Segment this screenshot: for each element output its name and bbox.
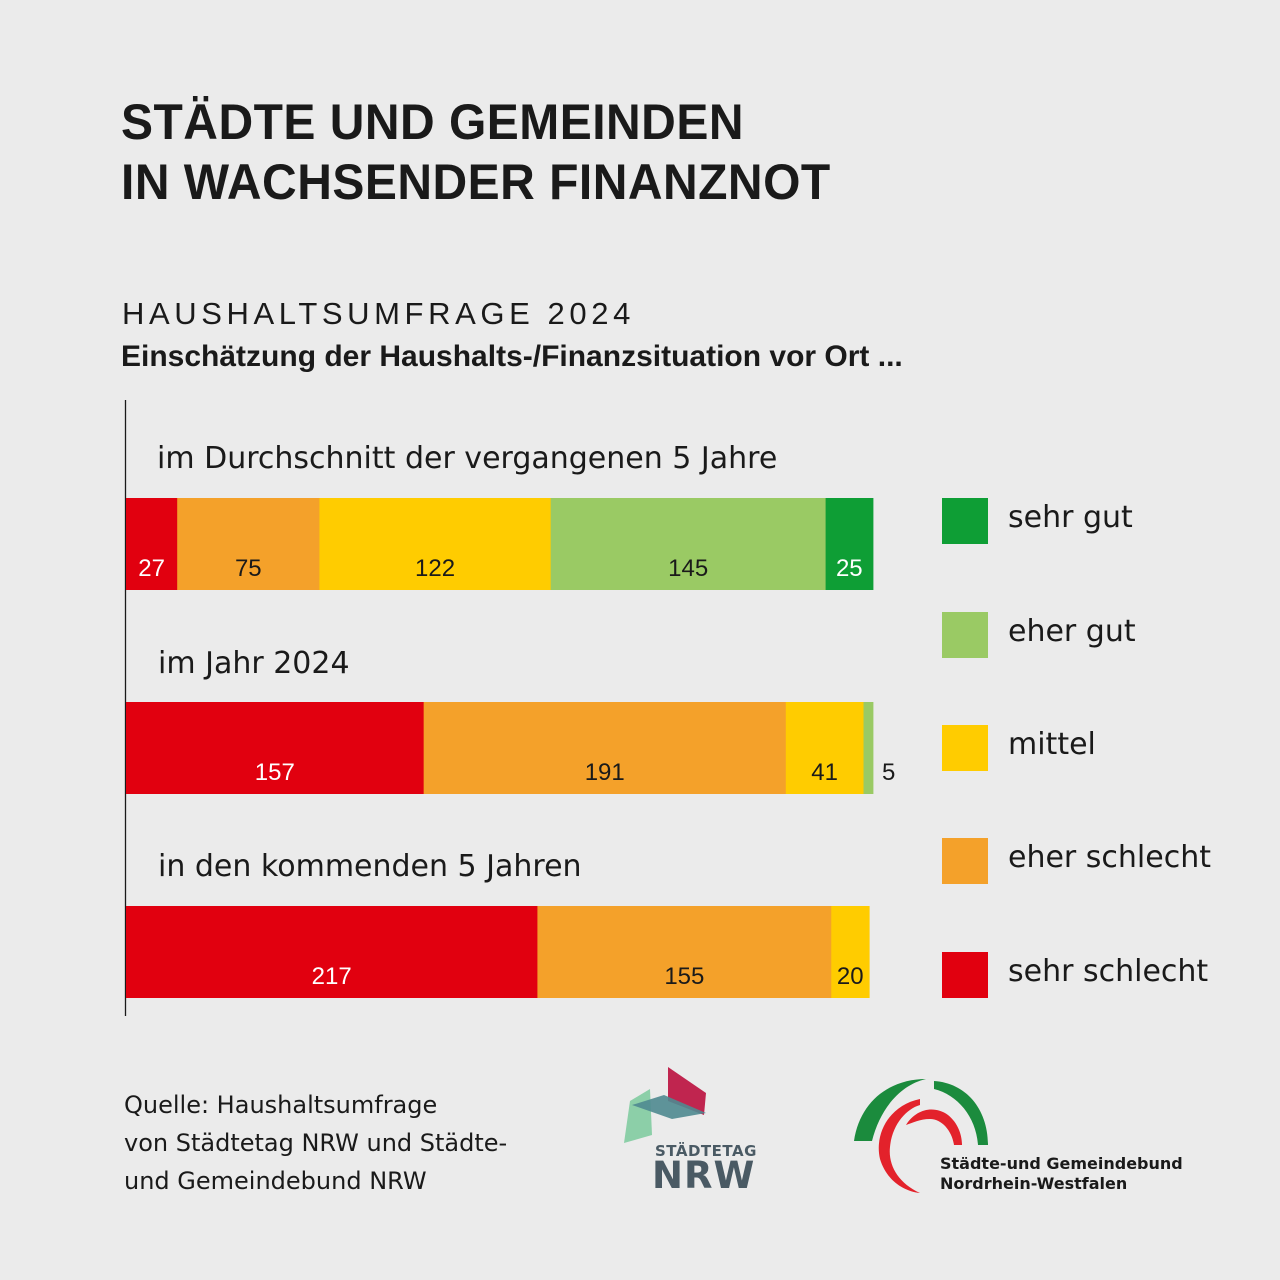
legend-swatch (942, 952, 988, 998)
bar-value-label: 157 (255, 759, 295, 786)
bar-segment-mittel (319, 498, 552, 590)
category-label: in den kommenden 5 Jahren (158, 849, 582, 884)
bar-segment-sehr-gut (825, 498, 874, 590)
bar-segment-eher-schlecht (423, 702, 787, 794)
source-note: Quelle: Haushaltsumfrage von Städtetag N… (124, 1086, 507, 1200)
legend-item-eher-gut: eher gut (942, 612, 1262, 658)
title-line-1: STÄDTE UND GEMEINDEN (121, 94, 744, 150)
bar-value-label: 27 (138, 555, 165, 582)
legend-item-sehr-schlecht: sehr schlecht (942, 952, 1262, 998)
bar-value-label: 217 (312, 963, 352, 990)
legend-label: sehr gut (1008, 500, 1133, 535)
legend-label: eher gut (1008, 614, 1136, 649)
bar-segment-mittel (785, 702, 864, 794)
bar-value-label: 20 (837, 963, 864, 990)
legend-label: eher schlecht (1008, 840, 1211, 875)
bar-segment-eher-gut (550, 498, 826, 590)
bar-segment-mittel (831, 906, 870, 998)
legend-item-sehr-gut: sehr gut (942, 498, 1262, 544)
survey-kicker: HAUSHALTSUMFRAGE 2024 (122, 296, 635, 331)
source-line: Quelle: Haushaltsumfrage (124, 1091, 438, 1119)
bar-value-label: 5 (882, 759, 895, 786)
legend-swatch (942, 725, 988, 771)
page-title: STÄDTE UND GEMEINDEN IN WACHSENDER FINAN… (121, 92, 831, 212)
bar-value-label: 122 (415, 555, 455, 582)
legend-item-eher-schlecht: eher schlecht (942, 838, 1262, 884)
bar-segment-eher-schlecht (537, 906, 832, 998)
bar-value-label: 191 (585, 759, 625, 786)
bar-segment-eher-gut (863, 702, 874, 794)
category-label: im Jahr 2024 (158, 646, 350, 681)
logo2-line: Städte-und Gemeindebund (940, 1154, 1183, 1173)
bar-value-label: 145 (668, 555, 708, 582)
bar-value-label: 155 (664, 963, 704, 990)
bar-segment-sehr-schlecht (126, 906, 538, 998)
category-label: im Durchschnitt der vergangenen 5 Jahre (157, 441, 778, 476)
bar-segment-sehr-schlecht (126, 702, 425, 794)
source-line: von Städtetag NRW und Städte- (124, 1129, 508, 1157)
legend-swatch (942, 838, 988, 884)
bar-segment-sehr-schlecht (126, 498, 178, 590)
staedte-gemeindebund-logo-icon (854, 1079, 988, 1193)
title-line-2: IN WACHSENDER FINANZNOT (121, 154, 831, 210)
bar-segment-eher-schlecht (177, 498, 320, 590)
logo1-name-small: STÄDTETAG (655, 1142, 757, 1160)
bars-layer: 27 75 122 145 25 157 191 41 5 217 155 20 (126, 498, 895, 998)
legend-item-mittel: mittel (942, 725, 1262, 771)
legend-swatch (942, 612, 988, 658)
logo2-line: Nordrhein-Westfalen (940, 1174, 1128, 1193)
bar-value-label: 25 (836, 555, 863, 582)
legend-label: sehr schlecht (1008, 954, 1209, 989)
staedtetag-nrw-logo-icon (624, 1067, 706, 1143)
logo1-name-large: NRW (652, 1154, 756, 1197)
legend-label: mittel (1008, 727, 1096, 762)
legend-swatch (942, 498, 988, 544)
bar-value-label: 75 (235, 555, 262, 582)
logo2-text: Städte-und Gemeindebund Nordrhein-Westfa… (940, 1154, 1183, 1194)
bar-value-label: 41 (811, 759, 838, 786)
source-line: und Gemeindebund NRW (124, 1167, 427, 1195)
chart-subtitle: Einschätzung der Haushalts-/Finanzsituat… (121, 340, 903, 373)
